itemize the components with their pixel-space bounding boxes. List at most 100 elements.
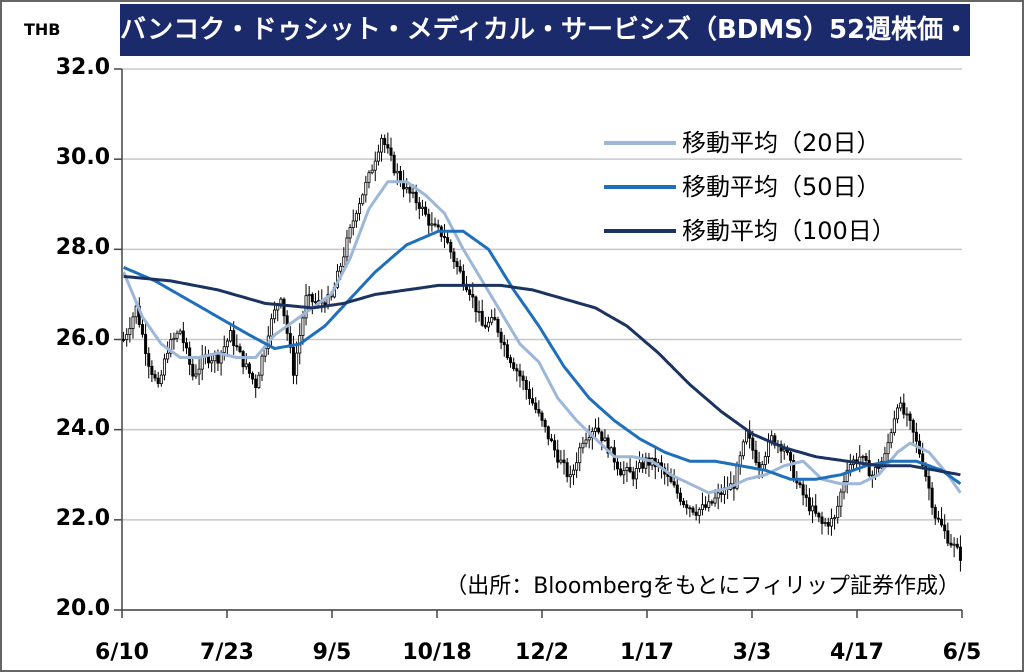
- candle-body: [159, 374, 163, 385]
- candle-body: [354, 213, 358, 222]
- x-tick-label: 4/17: [830, 640, 884, 665]
- legend-swatch: [604, 229, 676, 233]
- candle-body: [184, 342, 188, 349]
- candle-body: [634, 468, 638, 480]
- candle-body: [930, 487, 934, 508]
- chart-title: バンコク・ドゥシット・メディカル・サービシズ（BDMS）52週株価・日足: [120, 15, 1022, 45]
- candle-body: [675, 484, 679, 494]
- candle-body: [889, 432, 893, 444]
- candle-body: [839, 491, 843, 507]
- candle-body: [222, 346, 226, 353]
- candle-body: [210, 360, 214, 364]
- candle-body: [817, 512, 821, 518]
- candle-body: [386, 144, 390, 149]
- candle-body: [392, 154, 396, 174]
- candle-body: [474, 296, 478, 313]
- candle-body: [628, 467, 632, 473]
- x-tick-label: 6/5: [942, 640, 982, 665]
- candle-body: [313, 301, 317, 304]
- candle-body: [247, 363, 251, 374]
- candle-body: [420, 206, 424, 209]
- candle-body: [597, 427, 601, 433]
- candle-body: [269, 318, 273, 337]
- x-tick-label: 3/3: [732, 640, 772, 665]
- candle-body: [694, 511, 698, 516]
- candle-body: [955, 543, 959, 548]
- candle-body: [131, 316, 135, 329]
- candle-body: [902, 402, 906, 415]
- candle-body: [537, 409, 541, 414]
- candle-body: [424, 206, 428, 215]
- candle-body: [345, 237, 349, 258]
- candle-body: [826, 522, 830, 527]
- candle-body: [713, 497, 717, 504]
- candle-body: [534, 402, 538, 410]
- y-tick-label: 20.0: [55, 596, 110, 621]
- candle-body: [798, 482, 802, 486]
- candle-body: [307, 294, 311, 297]
- candle-body: [235, 345, 239, 348]
- candle-body: [295, 352, 299, 376]
- candle-body: [229, 330, 233, 342]
- candle-body: [122, 339, 126, 341]
- x-tick-label: 7/23: [200, 640, 254, 665]
- candle-body: [225, 340, 229, 348]
- candle-body: [493, 317, 497, 320]
- candle-body: [936, 517, 940, 520]
- x-tick-label: 1/17: [620, 640, 674, 665]
- candle-body: [499, 331, 503, 343]
- candle-body: [260, 355, 264, 376]
- candle-body: [361, 194, 365, 205]
- legend-label: 移動平均（50日）: [682, 173, 881, 201]
- candle-body: [823, 522, 827, 524]
- candle-body: [829, 518, 833, 527]
- candle-body: [150, 365, 154, 375]
- candle-body: [710, 501, 714, 504]
- candle-body: [877, 466, 881, 469]
- candle-body: [587, 437, 591, 441]
- x-tick-label: 10/18: [402, 640, 472, 665]
- candle-body: [543, 419, 547, 428]
- candle-body: [521, 375, 525, 381]
- candle-body: [848, 464, 852, 471]
- candle-body: [430, 223, 434, 226]
- candle-body: [273, 309, 277, 320]
- ma-line-1: [123, 229, 962, 486]
- candle-body: [896, 407, 900, 420]
- candle-body: [625, 467, 629, 472]
- candle-body: [565, 462, 569, 478]
- candle-body: [678, 492, 682, 502]
- candle-body: [291, 346, 295, 376]
- candle-body: [125, 334, 129, 341]
- candle-body: [490, 317, 494, 323]
- candle-body: [908, 413, 912, 421]
- candle-body: [389, 147, 393, 156]
- candle-body: [411, 191, 415, 194]
- candle-body: [527, 389, 531, 400]
- candle-body: [767, 440, 771, 457]
- ma-line-2: [123, 274, 961, 477]
- candle-body: [763, 456, 767, 465]
- candle-body: [191, 363, 195, 377]
- candle-body: [524, 379, 528, 390]
- candle-body: [899, 402, 903, 409]
- candle-body: [804, 494, 808, 499]
- candle-body: [870, 474, 874, 477]
- candle-body: [700, 504, 704, 510]
- candle-body: [213, 354, 217, 362]
- candle-body: [886, 442, 890, 455]
- candle-body: [169, 339, 173, 354]
- legend-label: 移動平均（100日）: [682, 217, 896, 245]
- candle-body: [449, 242, 453, 253]
- candle-body: [949, 542, 953, 546]
- axes: [121, 69, 963, 618]
- candle-body: [376, 151, 380, 162]
- candle-body: [515, 368, 519, 372]
- candle-body: [383, 137, 387, 146]
- candle-body: [509, 357, 513, 364]
- candle-body: [958, 546, 962, 561]
- candle-body: [310, 294, 314, 303]
- candle-body: [531, 398, 535, 404]
- candle-body: [911, 420, 915, 433]
- candle-body: [339, 265, 343, 272]
